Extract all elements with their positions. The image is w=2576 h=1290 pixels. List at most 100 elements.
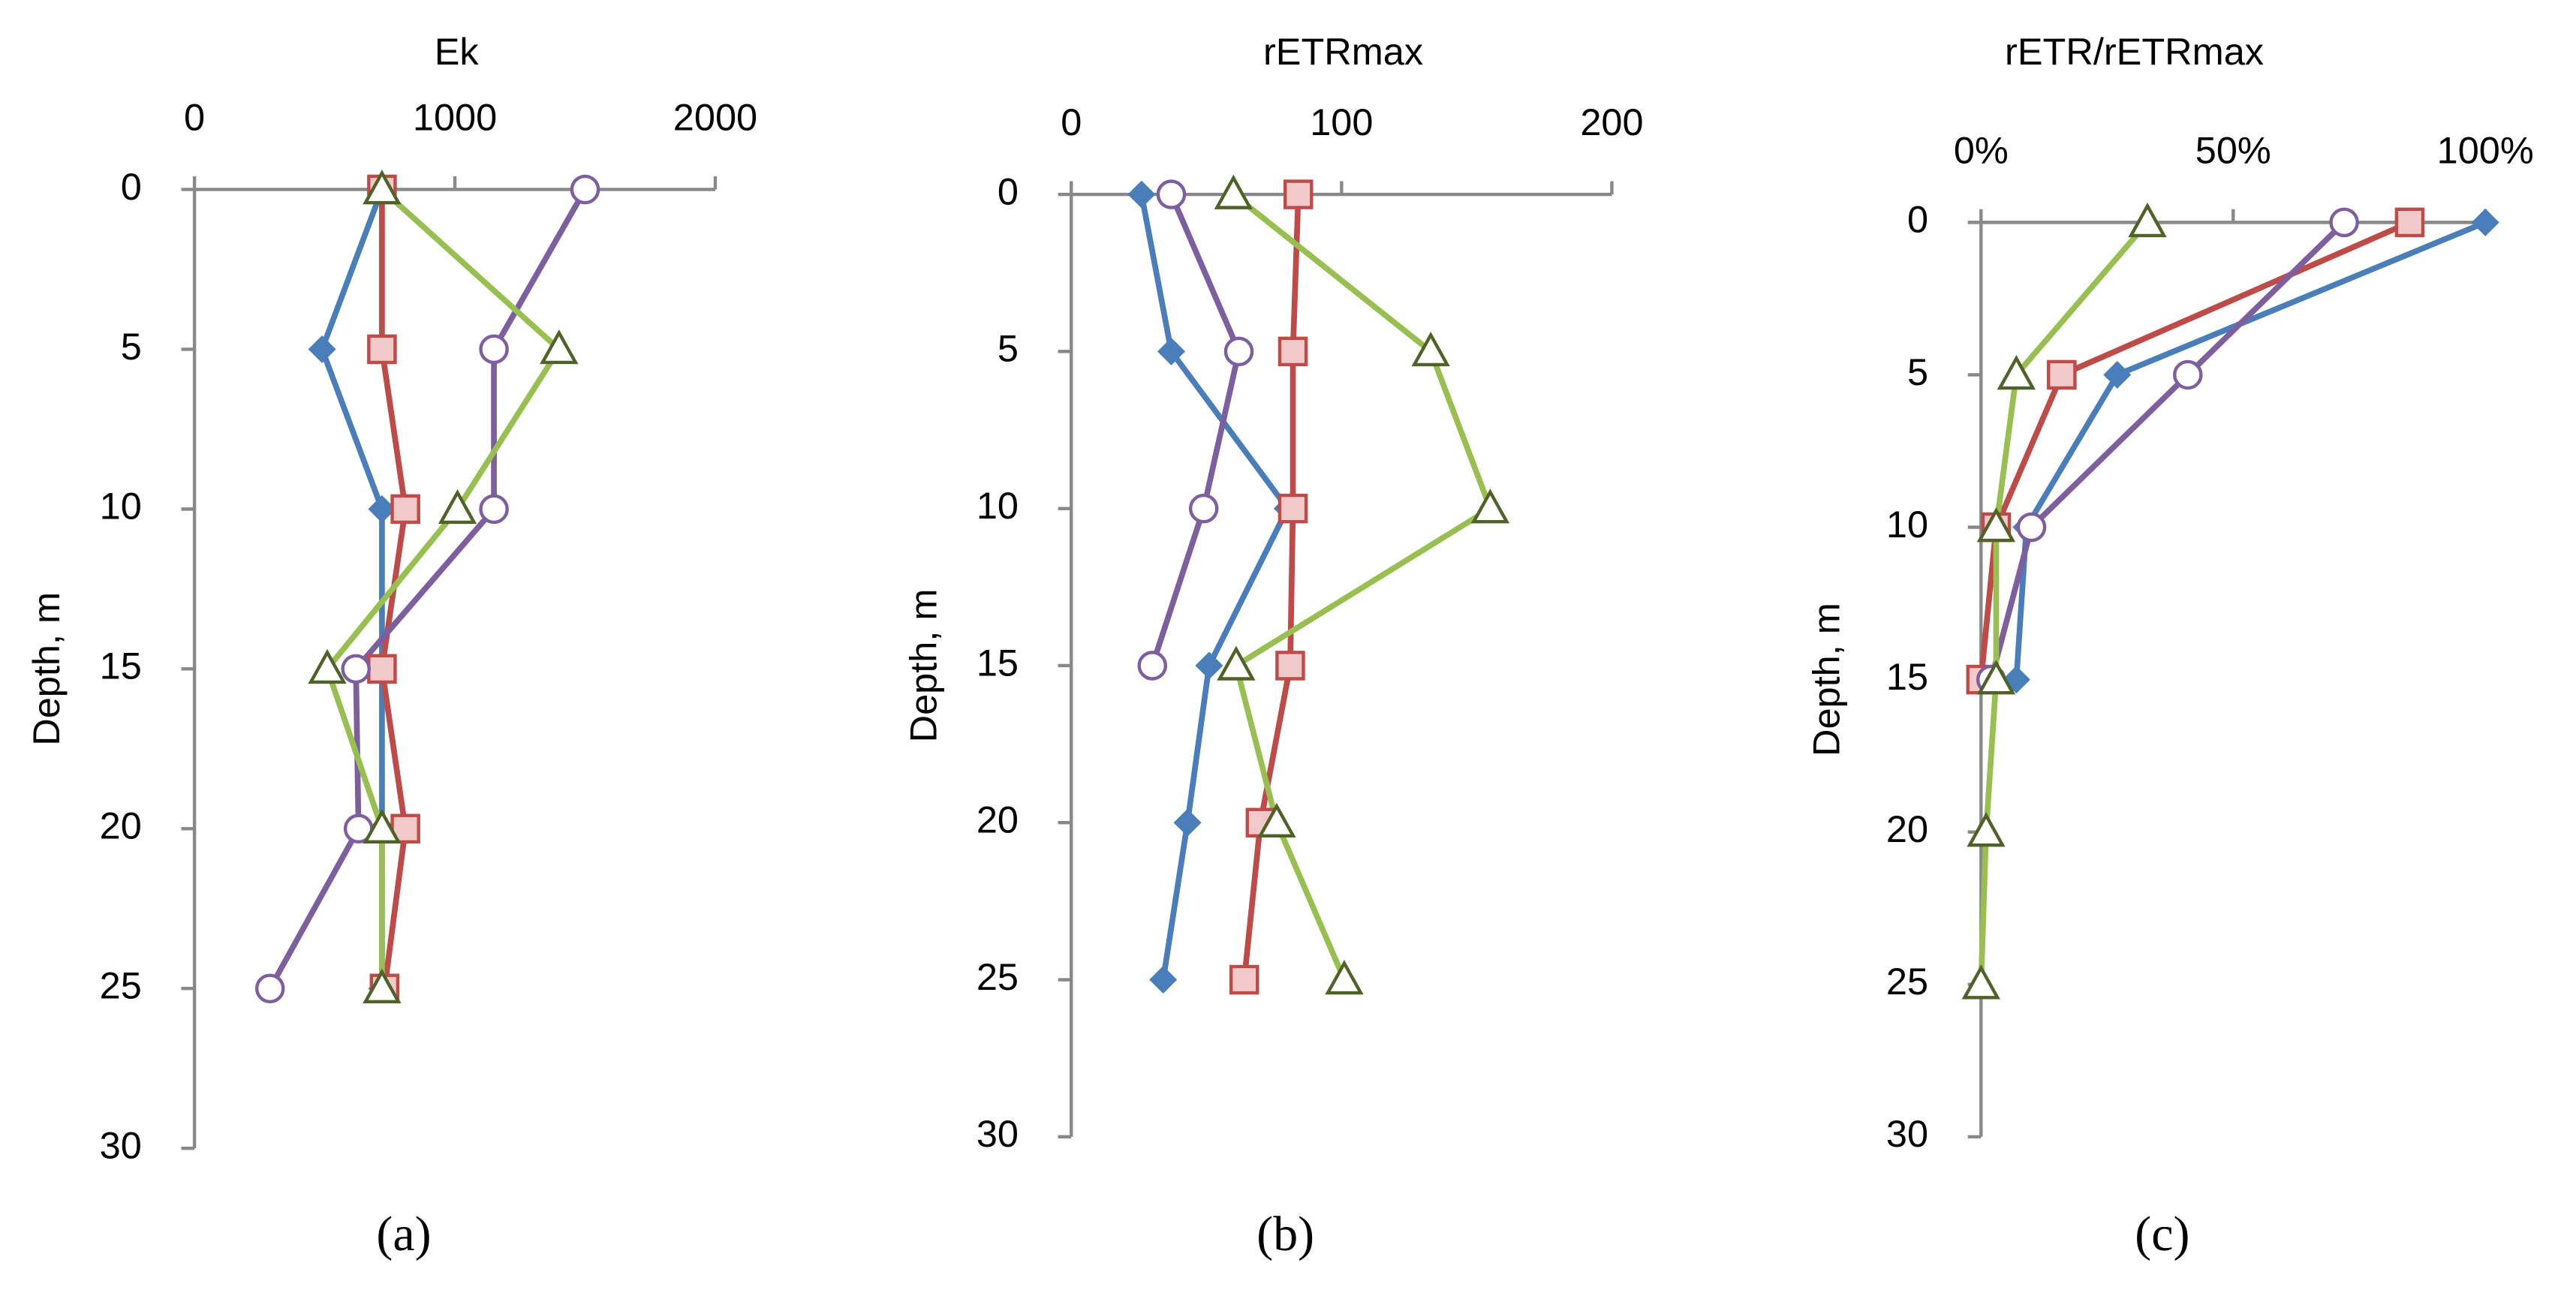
marker [308, 648, 347, 684]
marker [363, 968, 402, 1003]
marker [1275, 651, 1305, 681]
y-axis-label: Depth, m [1805, 603, 1848, 756]
marker [254, 973, 285, 1003]
marker [1470, 489, 1510, 524]
marker [1127, 180, 1156, 209]
y-tick-label: 5 [1907, 350, 1928, 393]
y-tick-label: 20 [1886, 807, 1928, 850]
marker [1137, 651, 1168, 681]
marker [540, 329, 579, 365]
caption: (b) [1256, 1207, 1314, 1261]
marker [1223, 336, 1254, 367]
caption: (c) [2135, 1207, 2189, 1261]
series-line [319, 188, 385, 989]
marker [363, 169, 402, 205]
marker [1229, 964, 1259, 995]
y-tick-label: 5 [998, 327, 1019, 370]
marker [2002, 666, 2030, 694]
marker [1283, 179, 1314, 209]
y-axis-label: Depth, m [901, 589, 944, 743]
marker [570, 174, 600, 205]
chart-title: rETRmax [1263, 30, 1423, 73]
marker [479, 334, 509, 365]
marker [367, 334, 397, 365]
x-tick-label: 200 [1580, 101, 1643, 143]
x-tick-label: 0% [1954, 129, 2009, 172]
series-line [267, 188, 588, 991]
marker [1997, 354, 2036, 390]
y-tick-label: 20 [100, 804, 142, 847]
y-tick-label: 15 [1886, 655, 1928, 698]
marker [1157, 337, 1185, 365]
marker [479, 494, 509, 525]
series-line [1231, 192, 1494, 982]
marker [341, 654, 371, 684]
marker [308, 335, 336, 363]
marker [1149, 966, 1178, 994]
marker [1173, 808, 1202, 837]
y-tick-label: 15 [100, 645, 142, 687]
marker [2394, 207, 2425, 238]
y-tick-label: 0 [998, 170, 1019, 212]
y-tick-label: 15 [977, 641, 1019, 684]
marker [1325, 960, 1364, 995]
y-tick-label: 20 [977, 798, 1019, 841]
y-tick-label: 10 [100, 485, 142, 528]
y-tick-label: 25 [977, 955, 1019, 998]
marker [2471, 208, 2499, 236]
marker [2173, 359, 2203, 390]
marker [1976, 507, 2016, 543]
marker [2103, 360, 2132, 389]
series-line [1149, 193, 1242, 667]
series-line [2013, 219, 2487, 680]
y-tick-label: 10 [977, 484, 1019, 527]
marker [1411, 331, 1450, 367]
x-tick-label: 0 [1061, 101, 1082, 143]
marker [363, 808, 402, 844]
marker [1217, 645, 1256, 681]
y-tick-label: 25 [1886, 960, 1928, 1003]
marker [1188, 493, 1219, 524]
y-tick-label: 5 [121, 325, 142, 368]
y-tick-label: 30 [1886, 1112, 1928, 1155]
series-line [324, 187, 562, 989]
marker [368, 495, 396, 523]
marker [1277, 493, 1308, 524]
y-tick-label: 0 [121, 165, 142, 208]
series-line [1978, 220, 2150, 985]
y-axis-label: Depth, m [25, 592, 68, 746]
marker [2329, 207, 2359, 238]
y-tick-label: 30 [977, 1112, 1019, 1155]
marker [2047, 359, 2077, 390]
y-tick-label: 25 [100, 964, 142, 1007]
x-tick-label: 100 [1310, 101, 1373, 143]
x-tick-label: 1000 [413, 96, 497, 139]
series-line [1978, 219, 2411, 680]
series-line [1139, 194, 1291, 981]
marker [1214, 174, 1253, 209]
marker [1961, 964, 2001, 1000]
marker [2016, 512, 2047, 543]
series-line [1988, 220, 2346, 681]
marker [1257, 802, 1296, 837]
caption: (a) [376, 1207, 431, 1261]
y-tick-label: 10 [1886, 503, 1928, 546]
x-tick-label: 2000 [673, 96, 757, 139]
marker [1976, 660, 2016, 695]
chart-title: rETR/rETRmax [2005, 30, 2264, 73]
marker [1277, 336, 1308, 367]
marker [390, 494, 420, 525]
marker [1195, 651, 1223, 680]
x-tick-label: 100% [2437, 129, 2534, 172]
y-tick-label: 30 [100, 1124, 142, 1167]
series-line [1241, 194, 1302, 980]
marker [438, 489, 477, 525]
y-tick-label: 0 [1907, 198, 1928, 241]
x-tick-label: 0 [184, 96, 205, 139]
chart-title: Ek [435, 30, 480, 73]
marker [367, 654, 397, 684]
marker [1156, 179, 1187, 209]
x-tick-label: 50% [2195, 129, 2271, 172]
marker [1967, 812, 2006, 847]
